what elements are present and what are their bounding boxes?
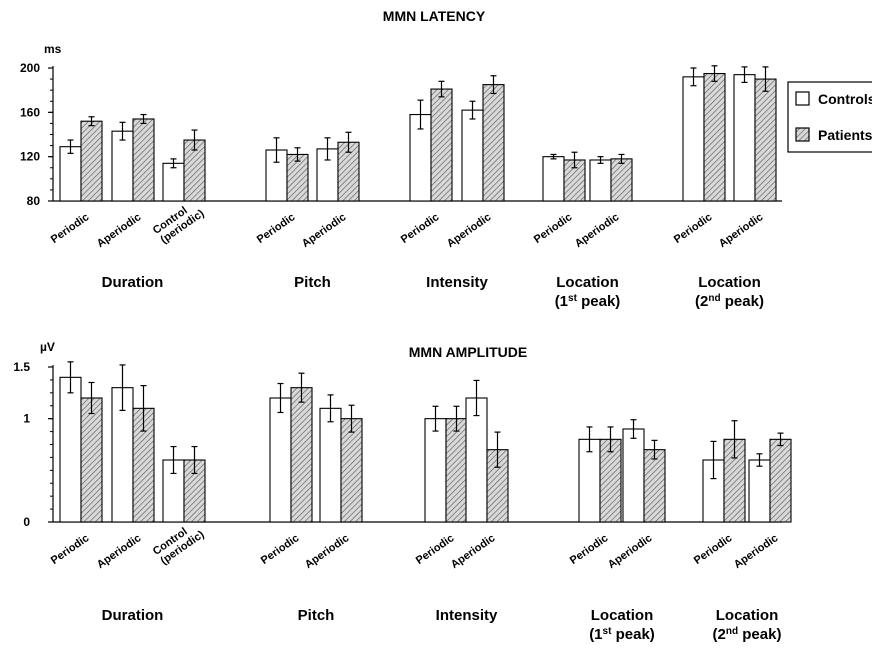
bar-patients [132,118,155,202]
x-tick-label: Aperiodic [95,211,143,250]
group-label: Duration [102,607,164,624]
chart-title: MMN LATENCY [383,8,486,24]
bar-controls [461,109,484,202]
y-axis-unit-label: µV [40,340,55,354]
group-label: Duration [102,274,164,291]
bar-patients [754,78,777,202]
x-tick-label: Periodic [259,532,301,567]
x-tick-label: Aperiodic [303,532,351,571]
group-label: Pitch [294,274,331,291]
bar-controls [682,76,705,202]
y-axis-unit-label: ms [44,42,62,56]
y-tick-label: 120 [20,150,40,164]
x-tick-label: Aperiodic [717,211,765,250]
x-tick-label: Periodic [399,211,441,246]
group-label: Location [556,274,619,291]
group-label: Intensity [426,274,488,291]
bar-patients [80,397,103,523]
x-tick-label: Periodic [49,211,91,246]
bar-patients [482,84,505,202]
x-tick-label: Control(periodic) [151,198,207,247]
bar-patients [610,158,633,202]
x-tick-label: Control(periodic) [151,519,207,568]
x-tick-label: Aperiodic [732,532,780,571]
y-tick-label: 0 [23,515,30,529]
bar-controls [733,74,756,202]
x-tick-label: Periodic [672,211,714,246]
bar-controls [59,146,82,202]
x-tick-label: Aperiodic [573,211,621,250]
bar-controls [748,459,771,523]
group-label: Location [698,274,761,291]
bar-controls [59,376,82,523]
x-tick-label: Periodic [255,211,297,246]
y-tick-label: 80 [27,194,41,208]
x-tick-label: Aperiodic [445,211,493,250]
x-tick-label: Aperiodic [95,532,143,571]
chart-title: MMN AMPLITUDE [409,344,527,360]
bar-controls [424,418,447,523]
x-tick-label: Periodic [532,211,574,246]
legend: Controls Patients [787,81,872,153]
bar-controls [111,130,134,202]
legend-label-patients: Patients [818,127,872,143]
y-tick-label: 160 [20,105,40,119]
bar-patients [80,120,103,202]
y-tick-label: 200 [20,61,40,75]
group-label: Location [716,607,779,624]
bar-patients [430,88,453,202]
bar-patients [445,418,468,523]
x-tick-label: Periodic [49,532,91,567]
bar-patients [703,72,726,202]
x-tick-label: Aperiodic [606,532,654,571]
bar-controls [465,397,488,523]
x-tick-label: Periodic [692,532,734,567]
legend-swatch-patients [795,127,810,142]
x-tick-label: Periodic [568,532,610,567]
group-sublabel: (1st peak) [589,626,655,643]
bar-controls [542,156,565,202]
legend-swatch-controls [795,91,810,106]
x-tick-label: Aperiodic [449,532,497,571]
group-label: Pitch [298,607,335,624]
bar-controls [269,397,292,523]
bar-controls [622,428,645,523]
bar-patients [643,449,666,523]
bar-patients [290,387,313,523]
bar-controls [319,407,342,523]
bar-patients [340,418,363,523]
bar-controls [162,162,185,202]
x-tick-label: Aperiodic [300,211,348,250]
group-label: Intensity [436,607,498,624]
group-sublabel: (2nd peak) [695,293,764,310]
y-tick-label: 1.5 [13,360,30,374]
y-tick-label: 1 [23,412,30,426]
bar-patients [769,438,792,523]
group-sublabel: (2nd peak) [713,626,782,643]
group-label: Location [591,607,654,624]
legend-label-controls: Controls [818,91,872,107]
bar-controls [589,159,612,202]
group-sublabel: (1st peak) [555,293,621,310]
